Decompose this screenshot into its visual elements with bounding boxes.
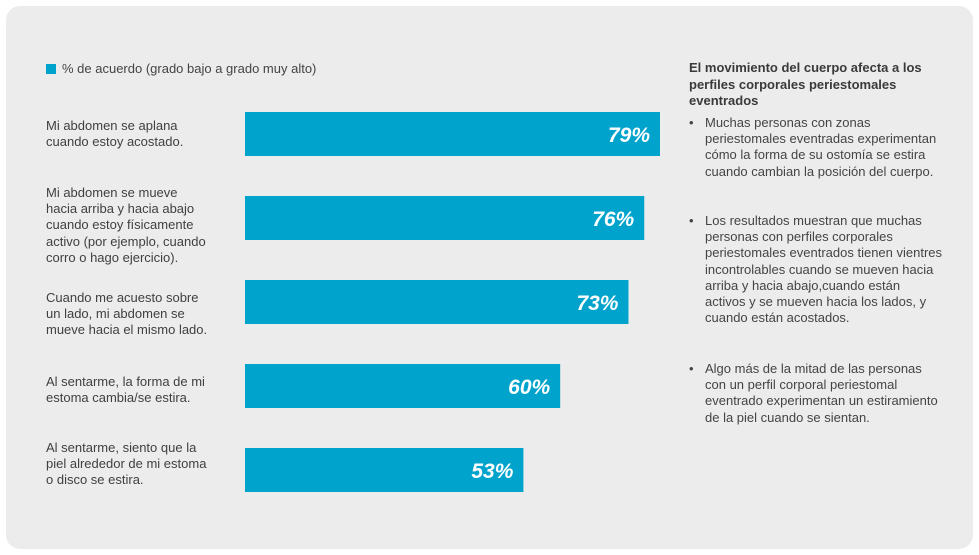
bar <box>245 196 645 240</box>
bullet-text: Los resultados muestran que muchas perso… <box>705 213 943 326</box>
category-label: Al sentarme, siento que la piel alrededo… <box>46 440 207 488</box>
bullet-text: Muchas personas con zonas periestomales … <box>705 115 937 179</box>
side-bullet: • Muchas personas con zonas periestomale… <box>689 115 944 180</box>
bar <box>245 280 629 324</box>
bullet-text: Algo más de la mitad de las personas con… <box>705 361 938 425</box>
side-bullet: • Algo más de la mitad de las personas c… <box>689 361 944 426</box>
legend-swatch <box>46 63 56 74</box>
bullet-marker: • <box>689 213 694 228</box>
bullet-marker: • <box>689 115 694 130</box>
legend-label: % de acuerdo (grado bajo a grado muy alt… <box>62 61 317 76</box>
bar <box>245 112 660 156</box>
bullet-marker: • <box>689 361 694 376</box>
bar-value-label: 76% <box>592 208 634 231</box>
category-label: Mi abdomen se mueve hacia arriba y hacia… <box>46 185 206 265</box>
bar-value-label: 73% <box>576 292 618 315</box>
bar-value-label: 53% <box>471 460 513 483</box>
chart-legend: % de acuerdo (grado bajo a grado muy alt… <box>46 61 316 76</box>
category-label: Cuando me acuesto sobre un lado, mi abdo… <box>46 290 208 338</box>
side-bullet: • Los resultados muestran que muchas per… <box>689 213 944 326</box>
bar-value-label: 79% <box>608 124 650 147</box>
bar <box>245 364 561 408</box>
bar <box>245 448 524 492</box>
category-label: Mi abdomen se aplana cuando estoy acosta… <box>46 118 184 150</box>
category-label: Al sentarme, la forma de mi estoma cambi… <box>46 374 205 406</box>
side-panel-title: El movimiento del cuerpo afecta a los pe… <box>689 60 922 108</box>
bar-value-label: 60% <box>508 376 550 399</box>
